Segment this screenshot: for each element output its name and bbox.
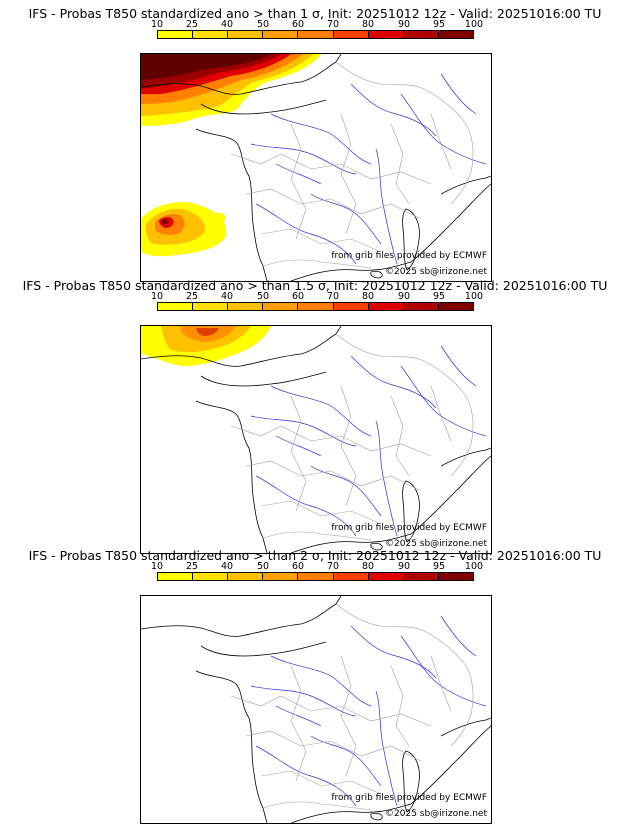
copyright-credit: ©2025 sb@irizone.net (385, 539, 487, 549)
data-source-credit: from grib files provided by ECMWF (331, 251, 487, 261)
panel-title: IFS - Probas T850 standardized ano > tha… (22, 278, 608, 293)
colorbar-segment (158, 31, 194, 38)
colorbar-tick-label: 50 (256, 291, 270, 302)
colorbar-tick-label: 25 (185, 19, 199, 30)
colorbar-segment (438, 31, 473, 38)
colorbar-tick-label: 80 (361, 291, 375, 302)
colorbar-tick-label: 100 (464, 291, 484, 302)
map-svg (141, 54, 491, 281)
colorbar-tick-label: 10 (150, 561, 164, 572)
colorbar-tick-label: 10 (150, 19, 164, 30)
colorbar-segment (263, 31, 299, 38)
colorbar-segment (403, 573, 439, 580)
coastlines (141, 596, 491, 823)
colorbar-tick-label: 40 (220, 19, 234, 30)
colorbar-tick-label: 100 (464, 561, 484, 572)
map-france-3: from grib files provided by ECMWF ©2025 … (140, 595, 492, 824)
colorbar-tick-label: 50 (256, 561, 270, 572)
colorbar-tick-label: 10 (150, 291, 164, 302)
colorbar-segment (438, 573, 473, 580)
colorbar-tick-label: 95 (432, 19, 446, 30)
colorbar-labels: 10 25 40 50 60 70 80 90 95 100 (145, 291, 490, 302)
colorbar (157, 30, 474, 39)
colorbar-segment (158, 573, 194, 580)
map-svg (141, 326, 491, 553)
borders (230, 61, 474, 269)
colorbar-tick-label: 60 (291, 19, 305, 30)
colorbar-segment (333, 303, 369, 310)
borders (230, 333, 474, 541)
colorbar-segment (193, 573, 229, 580)
colorbar-tick-label: 25 (185, 291, 199, 302)
colorbar-segment (228, 31, 264, 38)
colorbar-labels: 10 25 40 50 60 70 80 90 95 100 (145, 561, 490, 572)
colorbar-tick-label: 80 (361, 561, 375, 572)
colorbar-segment (228, 573, 264, 580)
colorbar-tick-label: 80 (361, 19, 375, 30)
colorbar-segment (298, 573, 334, 580)
colorbar-tick-label: 90 (397, 19, 411, 30)
colorbar-segment (158, 303, 194, 310)
map-panel-1: IFS - Probas T850 standardized ano > tha… (0, 6, 630, 282)
data-source-credit: from grib files provided by ECMWF (331, 793, 487, 803)
colorbar-tick-label: 25 (185, 561, 199, 572)
copyright-credit: ©2025 sb@irizone.net (385, 809, 487, 819)
colorbar-segment (298, 303, 334, 310)
colorbar-segment (403, 303, 439, 310)
colorbar (157, 572, 474, 581)
panel-title: IFS - Probas T850 standardized ano > tha… (28, 6, 602, 21)
colorbar-segment (403, 31, 439, 38)
colorbar-tick-label: 100 (464, 19, 484, 30)
colorbar-tick-label: 50 (256, 19, 270, 30)
colorbar-tick-label: 90 (397, 291, 411, 302)
map-france-2: from grib files provided by ECMWF ©2025 … (140, 325, 492, 554)
colorbar-tick-label: 95 (432, 291, 446, 302)
map-panel-2: IFS - Probas T850 standardized ano > tha… (0, 278, 630, 554)
colorbar-segment (263, 303, 299, 310)
colorbar-tick-label: 70 (326, 291, 340, 302)
colorbar-tick-label: 90 (397, 561, 411, 572)
colorbar-segment (193, 303, 229, 310)
map-svg (141, 596, 491, 823)
colorbar-segment (333, 31, 369, 38)
colorbar-labels: 10 25 40 50 60 70 80 90 95 100 (145, 19, 490, 30)
colorbar-segment (368, 303, 404, 310)
rivers (250, 73, 487, 265)
map-panel-3: IFS - Probas T850 standardized ano > tha… (0, 548, 630, 824)
colorbar-segment (298, 31, 334, 38)
colorbar-segment (228, 303, 264, 310)
colorbar-segment (438, 303, 473, 310)
colorbar-tick-label: 60 (291, 291, 305, 302)
colorbar-tick-label: 70 (326, 561, 340, 572)
colorbar-segment (368, 573, 404, 580)
colorbar-tick-label: 60 (291, 561, 305, 572)
probability-shading (141, 54, 321, 257)
borders (230, 603, 474, 811)
panel-title: IFS - Probas T850 standardized ano > tha… (28, 548, 602, 563)
colorbar-segment (333, 573, 369, 580)
colorbar (157, 302, 474, 311)
colorbar-segment (368, 31, 404, 38)
colorbar-tick-label: 40 (220, 561, 234, 572)
colorbar-tick-label: 95 (432, 561, 446, 572)
map-france-1: from grib files provided by ECMWF ©2025 … (140, 53, 492, 282)
colorbar-tick-label: 70 (326, 19, 340, 30)
colorbar-segment (263, 573, 299, 580)
copyright-credit: ©2025 sb@irizone.net (385, 267, 487, 277)
probability-shading (141, 326, 271, 366)
data-source-credit: from grib files provided by ECMWF (331, 523, 487, 533)
colorbar-segment (193, 31, 229, 38)
colorbar-tick-label: 40 (220, 291, 234, 302)
